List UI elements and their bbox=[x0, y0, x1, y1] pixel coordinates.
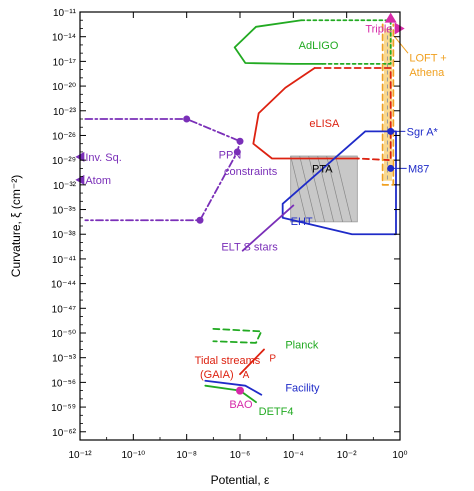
x-tick-label: 10⁻⁸ bbox=[176, 450, 197, 461]
y-tick-label: 10⁻¹¹ bbox=[53, 8, 77, 19]
y-tick-label: 10⁻³⁸ bbox=[52, 230, 76, 241]
y-tick-label: 10⁻⁵⁰ bbox=[51, 329, 76, 340]
x-tick-label: 10⁻⁴ bbox=[283, 450, 304, 461]
bao-point bbox=[236, 386, 244, 395]
pta-hatch-line bbox=[335, 155, 353, 222]
annotation-athena: Athena bbox=[409, 67, 445, 79]
x-tick-label: 10⁻¹⁰ bbox=[121, 450, 145, 461]
adligo-line bbox=[233, 19, 324, 65]
y-tick-label: 10⁻³² bbox=[53, 181, 77, 192]
annotation-sgr-a: Sgr A* bbox=[407, 126, 439, 138]
annotation-m87: M87 bbox=[408, 163, 429, 175]
ppn-point-3 bbox=[233, 148, 241, 156]
annotation-planck: Planck bbox=[285, 340, 319, 352]
triple-marker-up bbox=[384, 12, 397, 23]
x-tick-label: 10⁻¹² bbox=[68, 450, 92, 461]
pta-hatch-line bbox=[326, 155, 344, 222]
elisa-line bbox=[313, 67, 392, 162]
pta-hatch-line bbox=[299, 155, 317, 222]
y-tick-label: 10⁻⁵³ bbox=[52, 354, 77, 365]
plot-shapes: AdLIGO Triple LOFT + Athena eLISA Sgr A* PPN co… bbox=[75, 12, 447, 418]
y-tick-label: 10⁻⁶² bbox=[52, 428, 77, 439]
y-tick-label: 10⁻⁵⁶ bbox=[51, 378, 76, 389]
annotation-tidal-streams: Tidal streams bbox=[195, 355, 261, 367]
ppn-constraints-line bbox=[84, 118, 241, 222]
facility-line bbox=[204, 379, 263, 396]
ppn-point-4 bbox=[196, 216, 204, 224]
annotation-ppn: PPN bbox=[219, 149, 242, 161]
y-tick-label: 10⁻²⁶ bbox=[52, 131, 76, 142]
y-tick-label: 10⁻²⁹ bbox=[52, 156, 76, 167]
y-tick-label: 10⁻²³ bbox=[53, 107, 77, 118]
annotation-elisa: eLISA bbox=[309, 118, 340, 130]
annotation-bao: BAO bbox=[229, 399, 253, 411]
ppn-point-2 bbox=[236, 137, 244, 145]
elisa-line bbox=[252, 67, 359, 160]
annotation-a: A bbox=[243, 370, 250, 381]
annotation-adligo: AdLIGO bbox=[299, 40, 339, 52]
annotation-triple: Triple bbox=[365, 23, 392, 35]
annotation-facility: Facility bbox=[285, 382, 320, 394]
plot-frame bbox=[79, 11, 401, 441]
planck-line bbox=[212, 327, 263, 344]
loft-athena-line bbox=[381, 23, 395, 186]
annotation-elt-s-stars: ELT S stars bbox=[221, 242, 278, 254]
annotation-p: P bbox=[269, 354, 276, 365]
annotation-loft: LOFT + bbox=[409, 52, 446, 64]
annotation-detf4: DETF4 bbox=[259, 406, 294, 418]
x-tick-label: 10⁻⁶ bbox=[230, 450, 251, 461]
x-tick-label: 10⁻² bbox=[337, 450, 357, 461]
adligo-line bbox=[300, 19, 392, 65]
pta-hatch-line bbox=[317, 155, 335, 222]
y-tick-label: 10⁻⁴¹ bbox=[52, 255, 77, 266]
y-tick-label: 10⁻³⁵ bbox=[52, 206, 76, 217]
axis-ticks: 10⁻¹² 10⁻¹⁰ 10⁻⁸ 10⁻⁶ 10⁻⁴ 10⁻² 10⁰ 10⁻¹¹ 10⁻¹⁴ 1… bbox=[51, 8, 408, 461]
pta-region bbox=[290, 155, 358, 223]
y-tick-label: 10⁻⁴⁴ bbox=[51, 280, 76, 291]
y-tick-label: 10⁻⁴⁷ bbox=[52, 304, 77, 315]
y-tick-label: 10⁻²⁰ bbox=[52, 82, 76, 93]
tidal-streams-line bbox=[239, 348, 265, 376]
annotation-inv-sq: Inv. Sq. bbox=[85, 152, 121, 164]
loft-pointer bbox=[394, 36, 409, 54]
annotation-constraints: constraints bbox=[224, 166, 278, 178]
x-tick-label: 10⁰ bbox=[392, 450, 407, 461]
y-tick-label: 10⁻⁵⁹ bbox=[51, 403, 76, 414]
elt-s-stars-line bbox=[241, 204, 295, 252]
pta-hatch-line bbox=[308, 155, 326, 222]
y-axis-label: Curvature, ξ (cm⁻²) bbox=[9, 175, 23, 277]
y-tick-label: 10⁻¹⁷ bbox=[53, 57, 77, 68]
x-axis-label: Potential, ε bbox=[211, 473, 270, 487]
ppn-point-1 bbox=[183, 115, 191, 123]
annotation-eht: EHT bbox=[291, 216, 313, 228]
annotation-atom: Atom bbox=[85, 175, 111, 187]
annotation-gaia: (GAIA) bbox=[200, 369, 234, 381]
y-tick-label: 10⁻¹⁴ bbox=[52, 33, 76, 44]
annotation-pta: PTA bbox=[312, 163, 333, 175]
